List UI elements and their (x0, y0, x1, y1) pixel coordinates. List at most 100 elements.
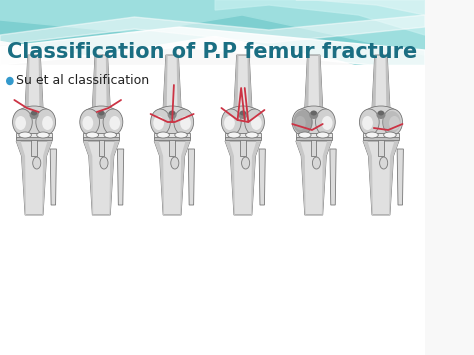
FancyBboxPatch shape (296, 133, 332, 138)
Polygon shape (42, 141, 52, 215)
Ellipse shape (383, 132, 396, 138)
Ellipse shape (240, 110, 246, 115)
Polygon shape (177, 55, 181, 108)
Polygon shape (397, 149, 403, 205)
FancyBboxPatch shape (296, 137, 332, 140)
Text: Su et al classification: Su et al classification (16, 75, 149, 87)
Ellipse shape (366, 132, 378, 138)
Polygon shape (305, 55, 323, 108)
Polygon shape (16, 141, 52, 215)
Polygon shape (83, 141, 119, 215)
Polygon shape (330, 149, 336, 205)
Ellipse shape (42, 116, 53, 130)
Polygon shape (225, 141, 261, 215)
FancyBboxPatch shape (83, 137, 119, 140)
Ellipse shape (322, 116, 333, 130)
Ellipse shape (312, 157, 320, 169)
Ellipse shape (295, 116, 306, 130)
FancyBboxPatch shape (363, 137, 399, 140)
FancyBboxPatch shape (31, 138, 37, 156)
Polygon shape (83, 141, 93, 215)
Polygon shape (322, 141, 332, 215)
FancyBboxPatch shape (154, 133, 190, 138)
Polygon shape (389, 141, 399, 215)
Ellipse shape (109, 116, 120, 130)
Ellipse shape (380, 157, 388, 169)
Ellipse shape (245, 109, 264, 135)
Polygon shape (0, 15, 425, 45)
Ellipse shape (359, 109, 379, 135)
Polygon shape (305, 55, 309, 108)
Ellipse shape (37, 132, 49, 138)
Ellipse shape (238, 111, 247, 119)
Ellipse shape (97, 111, 106, 119)
Ellipse shape (316, 109, 335, 135)
Ellipse shape (152, 106, 193, 134)
Ellipse shape (299, 132, 311, 138)
Ellipse shape (242, 157, 250, 169)
Polygon shape (16, 141, 26, 215)
Polygon shape (0, 27, 425, 70)
Polygon shape (372, 55, 376, 108)
Ellipse shape (29, 111, 38, 119)
Ellipse shape (151, 109, 170, 135)
Ellipse shape (317, 132, 329, 138)
Polygon shape (234, 55, 238, 108)
Circle shape (7, 77, 13, 84)
Polygon shape (109, 141, 119, 215)
Polygon shape (296, 141, 306, 215)
Ellipse shape (104, 132, 117, 138)
Ellipse shape (15, 116, 26, 130)
Polygon shape (318, 55, 323, 108)
FancyBboxPatch shape (225, 133, 261, 138)
Ellipse shape (389, 116, 400, 130)
Polygon shape (0, 65, 425, 355)
Ellipse shape (12, 109, 32, 135)
Polygon shape (225, 141, 235, 215)
Ellipse shape (309, 111, 318, 119)
Polygon shape (234, 55, 252, 108)
Ellipse shape (293, 106, 334, 134)
Ellipse shape (98, 110, 104, 115)
Ellipse shape (36, 109, 55, 135)
Ellipse shape (180, 116, 191, 130)
Ellipse shape (19, 132, 31, 138)
Polygon shape (0, 0, 425, 85)
Ellipse shape (293, 110, 313, 134)
Polygon shape (296, 141, 332, 215)
Ellipse shape (171, 157, 179, 169)
Ellipse shape (310, 110, 317, 115)
Ellipse shape (153, 116, 164, 130)
Ellipse shape (100, 157, 108, 169)
Polygon shape (180, 141, 190, 215)
Polygon shape (372, 55, 390, 108)
Polygon shape (188, 149, 194, 205)
Polygon shape (25, 55, 29, 108)
Ellipse shape (222, 106, 264, 134)
Polygon shape (92, 55, 97, 108)
Polygon shape (0, 0, 425, 55)
Polygon shape (163, 55, 168, 108)
FancyBboxPatch shape (83, 133, 119, 138)
Polygon shape (154, 141, 190, 215)
FancyBboxPatch shape (363, 133, 399, 138)
Text: Classification of P.P femur fracture: Classification of P.P femur fracture (7, 42, 418, 62)
Ellipse shape (169, 110, 175, 115)
Ellipse shape (292, 109, 312, 135)
Ellipse shape (383, 111, 401, 133)
Polygon shape (363, 141, 373, 215)
Ellipse shape (221, 109, 241, 135)
Polygon shape (259, 149, 265, 205)
Polygon shape (118, 149, 124, 205)
FancyBboxPatch shape (169, 138, 175, 156)
FancyBboxPatch shape (378, 138, 383, 156)
Ellipse shape (174, 109, 193, 135)
Polygon shape (163, 55, 181, 108)
Polygon shape (215, 0, 425, 35)
Ellipse shape (80, 109, 100, 135)
Polygon shape (92, 55, 110, 108)
Ellipse shape (360, 106, 401, 134)
Polygon shape (296, 0, 425, 15)
Ellipse shape (103, 109, 123, 135)
Polygon shape (251, 141, 261, 215)
